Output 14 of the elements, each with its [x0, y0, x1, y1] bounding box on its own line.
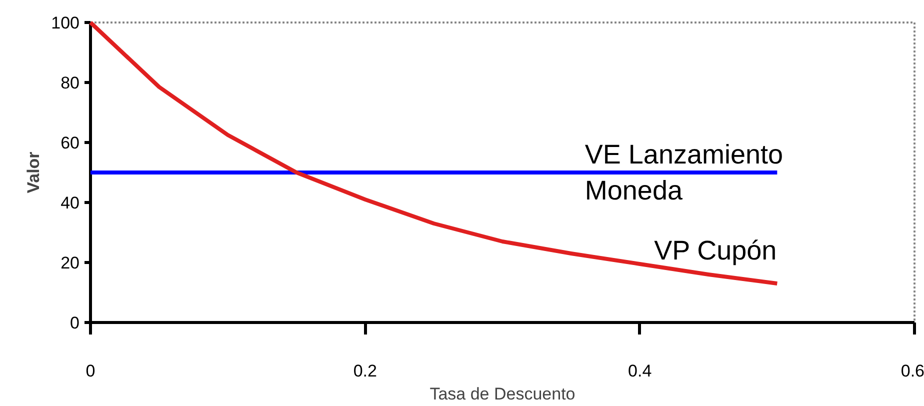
y-tick-label: 80: [60, 74, 80, 92]
x-tick-label: 0: [86, 362, 96, 380]
x-tick-label: 0.6: [900, 362, 924, 380]
y-tick-label: 100: [51, 14, 80, 32]
series-label: VP Cupón: [654, 236, 777, 266]
y-tick-label: 20: [60, 254, 80, 272]
y-tick-label: 60: [60, 134, 80, 152]
y-axis-title: Valor: [24, 151, 44, 194]
x-axis-title: Tasa de Descuento: [430, 384, 576, 404]
y-tick-label: 40: [60, 194, 80, 212]
x-tick-label: 0.4: [628, 362, 652, 380]
series-label: VE Lanzamiento Moneda: [584, 140, 784, 206]
y-tick-label: 0: [70, 314, 80, 332]
x-tick-label: 0.2: [353, 362, 377, 380]
